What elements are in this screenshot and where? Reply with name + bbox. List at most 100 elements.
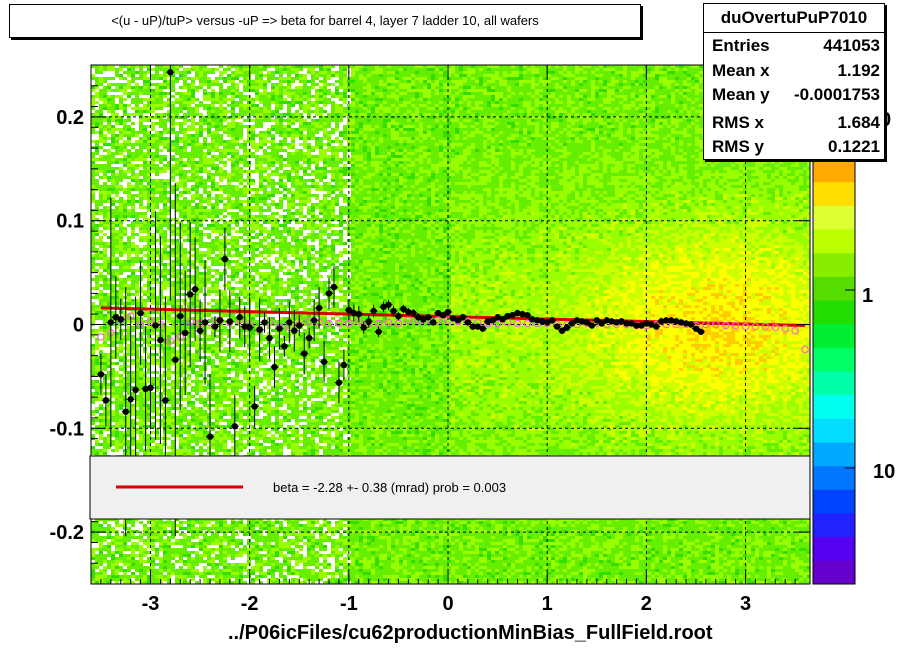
colorbar-segment [813,181,855,206]
stats-entries-value: 441053 [823,36,880,56]
profile-point [514,309,521,317]
mean-point [741,322,750,331]
y-tick-label: 0.1 [56,211,84,233]
colorbar-segment [813,252,855,277]
y-tick-label: -0.1 [50,418,84,440]
colorbar-tick-1: 1 [862,285,873,307]
profile-point [102,397,110,404]
x-tick-label: 1 [542,593,553,615]
profile-point [221,255,229,263]
stats-meany-value: -0.0001753 [794,85,880,105]
stats-histogram-name: duOvertuPuP7010 [704,8,884,28]
profile-point [142,385,149,393]
profile-point [385,301,392,308]
stats-row-entries: Entries 441053 [712,36,880,60]
stats-meanx-label: Mean x [712,61,770,81]
profile-point [687,321,695,328]
stats-box: duOvertuPuP7010 Entries 441053 Mean x 1.… [703,3,885,160]
profile-point [137,309,144,317]
profile-point [553,323,561,330]
colorbar [812,157,856,585]
mean-point [791,326,799,335]
mean-point [513,319,522,328]
colorbar-segment [813,300,855,325]
x-axis-label: ../P06icFiles/cu62productionMinBias_Full… [228,622,713,645]
profile-point [444,308,452,316]
profile-point [157,336,164,344]
profile-point [271,363,278,371]
mean-point [404,316,413,325]
mean-point [166,337,175,345]
profile-point [653,323,660,330]
profile-point [548,317,556,324]
stats-row-meany: Mean y -0.0001753 [712,85,880,109]
profile-point [424,314,432,321]
profile-point [172,356,179,363]
mean-point [771,323,780,332]
profile-point [524,311,531,319]
profile-point [256,326,263,333]
profile-point [504,312,511,320]
profile-point [558,327,566,334]
profile-point [177,312,184,320]
profile-point [454,317,462,324]
mean-point [711,320,720,329]
profile-point [167,69,174,76]
profile-point [330,283,338,291]
stats-rmsx-value: 1.684 [837,113,880,133]
stats-entries-label: Entries [712,36,770,56]
stats-meanx-value: 1.192 [837,61,880,81]
profile-point [186,291,194,298]
colorbar-segment [813,513,855,538]
profile-point [672,318,680,325]
profile-point [211,323,219,330]
profile-point [370,307,377,315]
x-tick-label: 3 [740,593,751,615]
colorbar-segment [813,229,855,254]
profile-point [499,316,506,323]
profile-markers [96,65,705,537]
profile-point [658,318,665,325]
profile-point [127,396,134,403]
profile-point [663,317,670,324]
colorbar-segment [813,560,855,585]
mean-point [335,319,343,328]
profile-point [519,310,526,318]
profile-point [568,320,576,327]
colorbar-segment [813,442,855,467]
mean-point [721,321,730,330]
colorbar-tick-10: 10 [873,461,895,483]
profile-point [182,329,189,337]
profile-point [201,319,209,326]
profile-point [310,317,318,324]
stats-row-meanx: Mean x 1.192 [712,61,880,85]
stats-divider [704,32,884,33]
profile-point [236,314,243,321]
profile-point [405,308,412,316]
profile-point [390,307,397,315]
stats-rmsy-value: 0.1221 [828,137,880,157]
profile-point [355,310,362,318]
x-tick-label: -3 [142,593,160,615]
profile-point [191,286,199,293]
mean-point [384,318,393,327]
profile-point [459,314,467,321]
profile-point [335,379,343,386]
profile-point [534,317,541,324]
profile-point [325,290,333,297]
profile-point [400,305,407,313]
colorbar-segment [813,394,855,419]
profile-point [291,327,298,334]
profile-point [162,397,169,404]
stats-row-rmsy: RMS y 0.1221 [712,137,880,161]
profile-point [147,384,154,392]
profile-point [682,320,690,327]
colorbar-segment [813,158,855,183]
profile-point [578,318,586,325]
profile-point [697,328,705,335]
colorbar-segment [813,418,855,443]
profile-point [623,320,630,327]
profile-point [132,386,139,394]
